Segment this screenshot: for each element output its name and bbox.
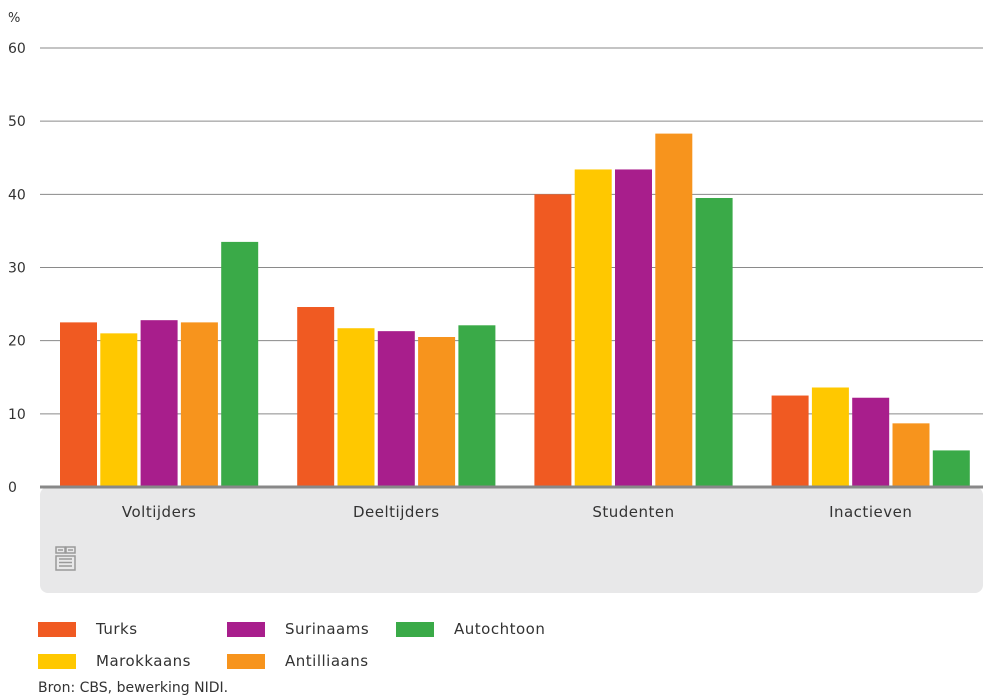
- bar-deeltijders-marokkaans: [337, 328, 375, 487]
- bar-inactieven-turks: [771, 395, 809, 487]
- x-tick-label: Voltijders: [122, 503, 196, 521]
- y-tick-labels: 0 10 20 30 40 50 60: [8, 41, 26, 496]
- cbs-logo-icon: [55, 546, 76, 571]
- legend-swatch: [38, 653, 76, 669]
- legend-label: Autochtoon: [454, 620, 546, 638]
- legend-label: Antilliaans: [285, 652, 369, 670]
- bar-inactieven-marokkaans: [811, 387, 849, 487]
- y-tick-label: 0: [8, 480, 17, 496]
- bar-deeltijders-antilliaans: [418, 337, 456, 487]
- bar-studenten-marokkaans: [574, 169, 612, 487]
- bar-studenten-surinaams: [615, 169, 652, 487]
- y-tick-label: 30: [8, 261, 26, 277]
- bar-voltijders-turks: [60, 322, 97, 487]
- bar-deeltijders-autochtoon: [458, 325, 496, 487]
- bar-inactieven-antilliaans: [892, 423, 930, 487]
- bar-studenten-turks: [534, 194, 572, 488]
- legend-item-turks: Turks: [38, 620, 138, 638]
- legend-item-marokkaans: Marokkaans: [38, 652, 191, 670]
- bar-voltijders-marokkaans: [100, 333, 138, 487]
- y-tick-label: 40: [8, 187, 26, 203]
- legend-swatch: [38, 621, 76, 637]
- bar-inactieven-surinaams: [852, 397, 890, 487]
- legend-swatch: [227, 621, 265, 637]
- bar-voltijders-surinaams: [140, 320, 178, 487]
- bar-voltijders-antilliaans: [180, 322, 218, 487]
- y-tick-label: 50: [8, 114, 26, 130]
- bar-deeltijders-turks: [297, 307, 335, 487]
- x-tick-label: Studenten: [592, 503, 674, 521]
- legend-swatch: [396, 621, 434, 637]
- chart: 0 10 20 30 40 50 60 % Voltijders Deeltijders Stu…: [8, 11, 983, 593]
- x-tick-label: Inactieven: [829, 503, 912, 521]
- legend-label: Turks: [96, 620, 138, 638]
- bars: [60, 133, 970, 488]
- bar-voltijders-autochtoon: [221, 241, 259, 487]
- legend-swatch: [227, 653, 265, 669]
- y-tick-label: 10: [8, 407, 26, 423]
- x-tick-label: Deeltijders: [353, 503, 440, 521]
- bar-studenten-antilliaans: [655, 133, 693, 488]
- y-unit-label: %: [8, 11, 20, 26]
- legend-item-surinaams: Surinaams: [227, 620, 369, 638]
- category-band: [40, 487, 983, 593]
- y-tick-label: 20: [8, 334, 26, 350]
- x-tick-labels: Voltijders Deeltijders Studenten Inactieven: [122, 503, 912, 521]
- bar-inactieven-autochtoon: [932, 450, 970, 487]
- legend-item-autochtoon: Autochtoon: [396, 620, 545, 638]
- legend: Turks Surinaams Autochtoon Marokkaans Antill…: [38, 620, 638, 680]
- legend-item-antilliaans: Antilliaans: [227, 652, 369, 670]
- source-note: Bron: CBS, bewerking NIDI.: [38, 680, 229, 696]
- bar-deeltijders-surinaams: [377, 331, 415, 487]
- y-tick-label: 60: [8, 41, 26, 57]
- legend-label: Surinaams: [285, 620, 370, 638]
- legend-label: Marokkaans: [96, 652, 191, 670]
- bar-studenten-autochtoon: [695, 197, 733, 487]
